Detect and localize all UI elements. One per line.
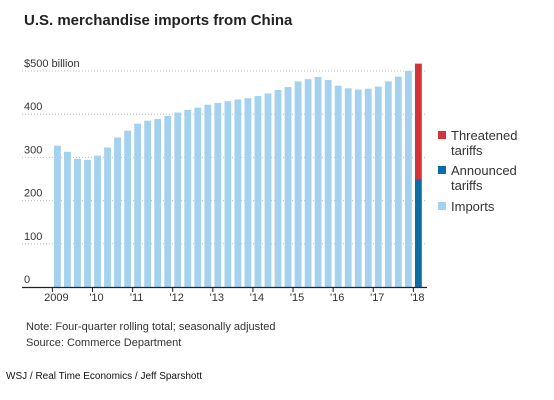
x-tick-label: '16	[330, 292, 344, 304]
imports-bar	[134, 123, 142, 287]
y-tick-label: 300	[24, 144, 42, 156]
imports-bar	[324, 80, 332, 288]
imports-bar	[164, 115, 172, 287]
imports-bar	[74, 158, 81, 287]
y-tick-label: 200	[24, 188, 42, 200]
y-tick-label: 400	[24, 101, 42, 113]
imports-bar	[294, 81, 302, 287]
legend-label-threatened: Threatened	[451, 128, 518, 143]
x-tick-label: '13	[210, 292, 224, 304]
imports-bar	[54, 145, 61, 287]
imports-bar	[334, 85, 342, 287]
chart-source: Source: Commerce Department	[26, 337, 182, 349]
imports-bar	[364, 88, 372, 287]
legend-label-threatened: tariffs	[451, 143, 483, 158]
imports-bar	[84, 159, 91, 287]
chart-credit: WSJ / Real Time Economics / Jeff Sparsho…	[6, 371, 202, 382]
legend-label-announced: tariffs	[451, 178, 483, 193]
imports-bar	[204, 104, 212, 287]
threatened-tariffs-bar	[414, 63, 422, 179]
x-tick-label: '11	[130, 292, 144, 304]
bar-chart: $500 billion 400 300 200 100 0 2009 '10 '11 '12 '1…	[22, 58, 518, 304]
imports-bar	[114, 137, 121, 287]
imports-bar	[384, 81, 392, 287]
axes: $500 billion 400 300 200 100 0 2009 '10 '11 '12 '1…	[22, 58, 427, 304]
legend-label-announced: Announced	[451, 163, 517, 178]
imports-bar	[224, 101, 232, 288]
y-tick-label: 0	[24, 274, 30, 286]
imports-bar	[144, 120, 152, 288]
legend-label-imports: Imports	[451, 199, 495, 214]
imports-bar	[174, 112, 182, 287]
y-tick-label: 100	[24, 231, 42, 243]
imports-bar	[184, 109, 192, 287]
chart-note: Note: Four-quarter rolling total; season…	[26, 321, 276, 333]
y-tick-label: $500 billion	[24, 58, 80, 70]
imports-bar	[354, 89, 362, 288]
legend-swatch-imports	[438, 202, 446, 210]
imports-bar	[394, 76, 402, 287]
imports-bar	[154, 118, 162, 288]
x-tick-label: '12	[170, 292, 184, 304]
bars	[54, 63, 422, 288]
imports-bar	[284, 86, 292, 287]
imports-bar	[194, 107, 202, 287]
imports-bar	[264, 93, 272, 288]
x-tick-label: '17	[370, 292, 384, 304]
imports-bar	[344, 88, 352, 287]
imports-bar	[104, 147, 111, 287]
chart-title: U.S. merchandise imports from China	[24, 12, 293, 29]
imports-bar	[304, 79, 312, 287]
x-tick-label: 2009	[44, 292, 68, 304]
x-tick-label: '10	[89, 292, 103, 304]
legend-swatch-threatened	[438, 131, 446, 139]
imports-bar	[374, 86, 382, 287]
imports-bar	[234, 99, 242, 288]
imports-bar	[244, 98, 252, 287]
x-tick-label: '18	[410, 292, 424, 304]
imports-bar	[404, 71, 412, 287]
imports-bar	[64, 151, 71, 287]
imports-bar	[274, 90, 282, 288]
x-tick-label: '15	[290, 292, 304, 304]
announced-tariffs-bar	[414, 179, 422, 287]
imports-bar	[124, 130, 132, 287]
imports-bar	[254, 96, 262, 287]
imports-bar	[94, 155, 101, 287]
imports-bar	[314, 77, 322, 287]
legend-swatch-announced	[438, 166, 446, 174]
imports-bar	[214, 102, 222, 287]
x-tick-label: '14	[250, 292, 264, 304]
